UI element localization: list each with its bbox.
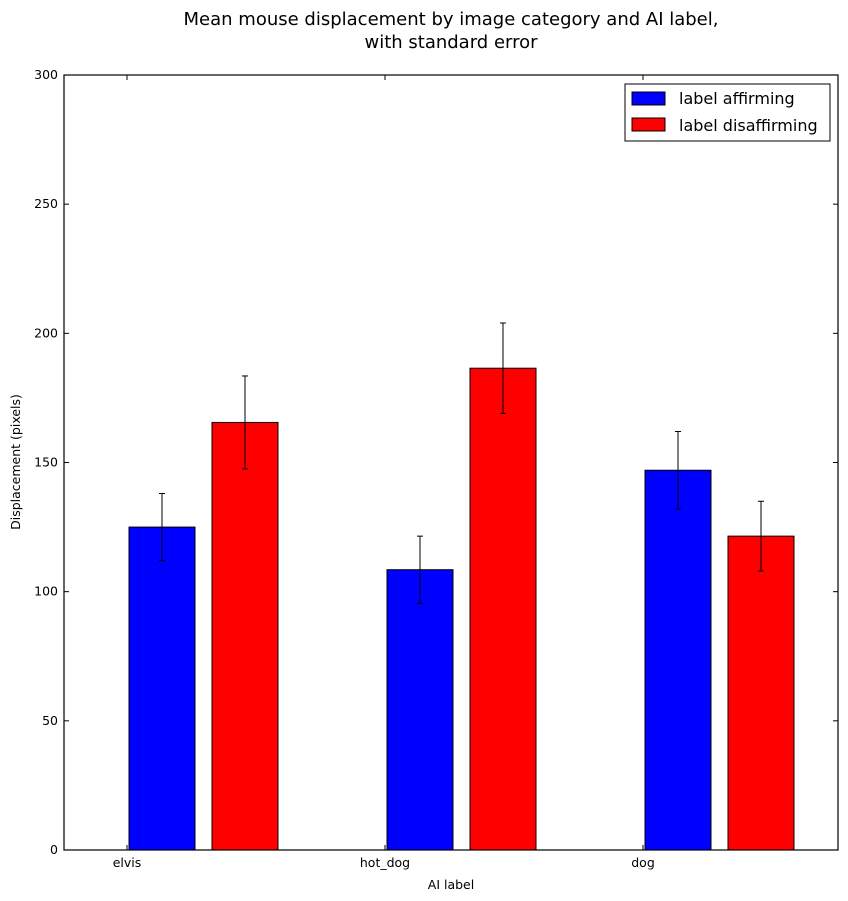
legend: label affirming label disaffirming xyxy=(624,83,831,142)
plot-area: 0 50 100 150 200 250 300 elvis hot_dog dog xyxy=(34,67,838,870)
legend-label-affirming: label affirming xyxy=(679,89,795,108)
y-tick-label: 150 xyxy=(34,455,58,470)
bar xyxy=(727,535,795,851)
y-tick-label: 250 xyxy=(34,196,58,211)
x-tick-label: dog xyxy=(631,855,655,870)
legend-label-disaffirming: label disaffirming xyxy=(679,116,818,135)
y-tick-label: 50 xyxy=(42,713,58,728)
bar xyxy=(211,421,279,851)
bar xyxy=(644,469,712,851)
chart-title-line-1: Mean mouse displacement by image categor… xyxy=(184,9,719,30)
x-tick-label: hot_dog xyxy=(360,855,410,870)
x-axis-label: AI label xyxy=(428,877,474,892)
x-tick-label: elvis xyxy=(113,855,142,870)
y-tick-label: 200 xyxy=(34,325,58,340)
bar xyxy=(469,367,537,851)
legend-swatch-affirming xyxy=(631,91,666,106)
y-axis-label: Displacement (pixels) xyxy=(8,394,23,530)
y-tick-label: 0 xyxy=(50,842,58,857)
chart-title-line-2: with standard error xyxy=(364,32,538,53)
axes-frame xyxy=(63,74,839,851)
y-tick-label: 100 xyxy=(34,584,58,599)
y-tick-label: 300 xyxy=(34,67,58,82)
legend-swatch-disaffirming xyxy=(631,117,666,132)
bar xyxy=(386,569,454,851)
bar xyxy=(128,526,196,851)
